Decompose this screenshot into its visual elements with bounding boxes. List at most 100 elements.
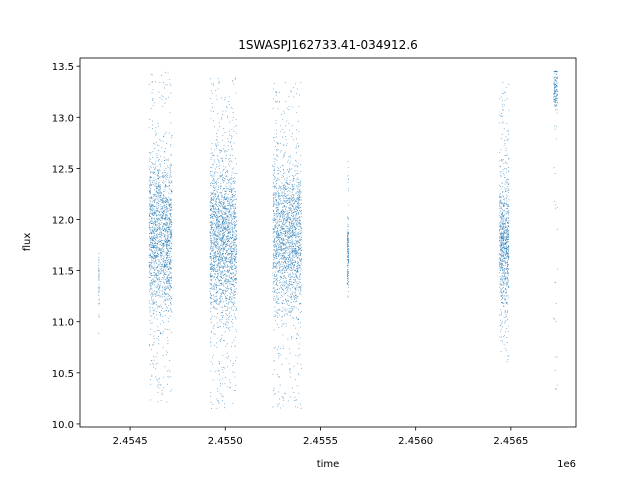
data-point <box>296 338 298 340</box>
data-point <box>171 243 172 245</box>
data-point <box>164 265 166 267</box>
data-point <box>295 230 297 232</box>
data-point <box>214 224 216 225</box>
data-point <box>169 284 171 286</box>
data-point <box>167 375 169 377</box>
data-point <box>98 332 100 334</box>
data-point <box>152 207 154 209</box>
data-point <box>231 174 233 176</box>
data-point <box>154 189 155 191</box>
data-point <box>155 257 157 259</box>
data-point <box>288 281 290 283</box>
data-point <box>155 273 157 275</box>
data-point <box>235 291 236 293</box>
data-point <box>235 266 237 267</box>
data-point <box>225 221 227 223</box>
data-point <box>163 236 165 238</box>
data-point <box>273 241 275 243</box>
data-point <box>222 253 224 255</box>
data-point <box>162 248 164 250</box>
data-point <box>169 240 171 242</box>
data-point <box>155 127 157 129</box>
data-point <box>231 259 233 260</box>
data-point <box>150 244 152 246</box>
data-point <box>280 253 282 255</box>
data-point <box>171 207 172 209</box>
data-point <box>167 277 169 279</box>
data-point <box>224 247 225 249</box>
data-point <box>212 186 214 188</box>
data-point <box>155 239 157 241</box>
data-point <box>153 335 155 337</box>
data-point <box>162 181 164 183</box>
data-point <box>210 246 212 248</box>
data-point <box>170 204 172 205</box>
data-point <box>234 177 235 179</box>
data-point <box>212 254 214 256</box>
data-point <box>161 267 163 269</box>
data-point <box>217 326 219 328</box>
data-point <box>154 185 156 187</box>
data-point <box>291 228 292 229</box>
data-point <box>235 92 237 94</box>
data-point <box>152 156 154 158</box>
data-point <box>215 269 217 270</box>
data-point <box>293 193 295 195</box>
data-point <box>281 256 283 257</box>
data-point <box>295 227 297 229</box>
data-point <box>165 200 167 202</box>
data-point <box>148 254 150 256</box>
data-point <box>233 295 235 296</box>
data-point <box>234 345 236 347</box>
data-point <box>166 176 168 178</box>
data-point <box>297 173 299 174</box>
data-point <box>215 242 217 243</box>
data-point <box>228 238 230 240</box>
data-point <box>166 240 168 242</box>
data-point <box>280 214 282 216</box>
data-point <box>161 270 163 272</box>
data-point <box>220 202 222 204</box>
data-point <box>155 254 157 256</box>
data-point <box>213 251 215 253</box>
data-point <box>229 248 231 250</box>
data-point <box>218 237 220 239</box>
data-point <box>149 307 151 309</box>
data-point <box>212 203 213 204</box>
data-point <box>221 191 222 193</box>
data-point <box>153 195 155 197</box>
data-point <box>284 200 285 201</box>
data-point <box>150 176 151 178</box>
data-point <box>214 261 215 263</box>
data-point <box>217 273 219 274</box>
data-point <box>222 262 224 264</box>
data-point <box>276 241 278 243</box>
data-point <box>217 271 219 273</box>
data-point <box>160 209 162 210</box>
data-point <box>225 296 227 298</box>
data-point <box>235 277 237 279</box>
data-point <box>151 176 153 178</box>
data-point <box>98 294 100 296</box>
data-point <box>154 245 156 247</box>
data-point <box>163 242 165 244</box>
data-point <box>231 195 233 197</box>
data-point <box>277 201 279 203</box>
data-point <box>285 308 287 310</box>
data-point <box>276 101 278 102</box>
data-point <box>171 224 173 225</box>
data-point <box>294 205 296 207</box>
data-point <box>295 173 297 175</box>
data-point <box>210 321 212 323</box>
data-point <box>156 209 158 211</box>
data-point <box>281 316 283 318</box>
data-point <box>167 249 169 251</box>
data-point <box>150 182 152 184</box>
data-point <box>286 313 288 315</box>
data-point <box>170 267 171 268</box>
data-point <box>149 223 150 225</box>
data-point <box>215 260 217 262</box>
data-point <box>152 366 154 368</box>
data-point <box>156 262 158 264</box>
data-point <box>233 265 235 267</box>
